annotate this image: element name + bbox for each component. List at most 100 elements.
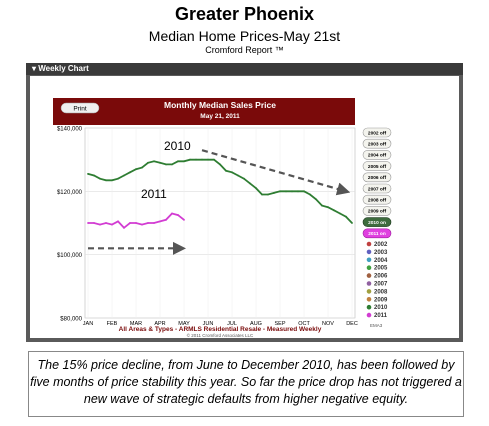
- data-point-2010: [183, 160, 185, 163]
- data-point-2010: [249, 182, 251, 185]
- y-tick-label: $100,000: [57, 253, 83, 259]
- data-point-2010: [237, 174, 239, 177]
- data-point-2010: [207, 158, 209, 161]
- data-point-2010: [201, 158, 203, 161]
- x-tick-label: JAN: [83, 321, 93, 327]
- toggle-label: 2004 off: [368, 153, 387, 159]
- toggle-2009[interactable]: 2009 off: [362, 206, 392, 216]
- data-point-2010: [177, 160, 179, 163]
- data-point-2011: [117, 220, 119, 223]
- page-title: Greater Phoenix: [174, 4, 315, 24]
- legend-label: 2009: [374, 297, 388, 303]
- toggle-2005[interactable]: 2005 off: [362, 161, 392, 171]
- legend-swatch: [366, 249, 372, 255]
- data-point-2011: [105, 222, 107, 224]
- data-point-2010: [243, 177, 245, 180]
- legend-label: 2003: [374, 250, 388, 256]
- toggle-2008[interactable]: 2008 off: [362, 194, 392, 205]
- data-point-2011: [159, 220, 161, 223]
- toggle-2010[interactable]: 2010 on: [362, 217, 392, 227]
- legend-swatch: [366, 241, 372, 247]
- data-point-2011: [111, 223, 113, 226]
- data-point-2010: [105, 179, 107, 182]
- x-tick-label: DEC: [346, 321, 358, 327]
- y-tick-label: $120,000: [57, 190, 83, 196]
- data-point-2010: [195, 158, 197, 161]
- legend-item-2003: 2003: [366, 249, 388, 256]
- data-point-2010: [303, 190, 305, 193]
- data-point-2010: [297, 190, 299, 193]
- legend-item-2002: 2002: [366, 241, 388, 248]
- data-point-2010: [285, 190, 287, 193]
- panel-header[interactable]: ▾ Weekly Chart: [26, 63, 463, 75]
- page-subtitle: Median Home Prices-May 21st: [148, 28, 341, 44]
- trend-arrow: [201, 149, 351, 196]
- toggle-2007[interactable]: 2007 off: [362, 183, 392, 194]
- data-point-2010: [135, 168, 137, 171]
- data-point-2010: [327, 206, 329, 209]
- data-point-2010: [213, 158, 215, 161]
- chart-svg: Print Monthly Median Sales Price May 21,…: [53, 98, 392, 338]
- toggle-2002[interactable]: 2002 off: [362, 127, 392, 138]
- data-point-2010: [333, 209, 335, 212]
- x-tick-label: FEB: [107, 321, 118, 327]
- data-point-2011: [93, 222, 95, 224]
- x-tick-label: JUL: [227, 321, 237, 327]
- toggle-label: 2008 off: [368, 198, 387, 204]
- data-point-2011: [171, 212, 173, 215]
- weekly-chart-panel: ▾ Weekly Chart Print Monthly Median Sale…: [26, 63, 463, 342]
- toggle-label: 2003 off: [368, 142, 387, 148]
- chart-tag: EMA3: [370, 323, 383, 328]
- data-point-2011: [165, 218, 167, 221]
- legend-item-2004: 2004: [366, 257, 388, 264]
- x-tick-label: MAY: [178, 321, 190, 327]
- toggle-2011[interactable]: 2011 on: [362, 228, 392, 239]
- data-point-2010: [93, 174, 95, 177]
- legend-label: 2004: [374, 258, 388, 264]
- y-tick-label: $80,000: [60, 317, 82, 323]
- data-point-2010: [111, 179, 113, 182]
- toggle-label: 2011 on: [368, 231, 386, 237]
- legend-item-2009: 2009: [366, 297, 388, 303]
- data-point-2010: [339, 212, 341, 215]
- toggle-2004[interactable]: 2004 off: [362, 150, 392, 160]
- legend-item-2011: 2011: [366, 312, 388, 319]
- chart-title: Monthly Median Sales Price: [164, 100, 276, 110]
- data-point-2011: [135, 222, 137, 224]
- data-point-2010: [189, 158, 191, 161]
- data-point-2010: [141, 166, 143, 169]
- chart-header-band: [53, 98, 355, 125]
- toggle-label: 2007 off: [368, 186, 387, 192]
- chart-footer: All Areas & Types - ARMLS Residential Re…: [119, 326, 322, 333]
- legend-label: 2007: [374, 282, 388, 288]
- y-tick-label: $140,000: [57, 127, 83, 133]
- data-point-2011: [99, 223, 101, 226]
- data-point-2011: [87, 222, 89, 224]
- legend-swatch: [366, 297, 372, 302]
- data-point-2011: [147, 222, 149, 224]
- data-point-2010: [273, 192, 275, 194]
- data-point-2010: [309, 193, 311, 196]
- chart-subtitle: May 21, 2011: [200, 113, 240, 120]
- data-point-2010: [351, 222, 353, 224]
- print-button[interactable]: Print: [60, 102, 100, 114]
- data-point-2010: [315, 198, 317, 201]
- data-point-2010: [291, 190, 293, 193]
- data-point-2010: [225, 169, 227, 172]
- toggle-2006[interactable]: 2006 off: [362, 172, 392, 183]
- data-point-2011: [153, 222, 155, 224]
- legend-item-2008: 2008: [366, 289, 388, 295]
- data-point-2010: [147, 161, 149, 164]
- source-label: Cromford Report ™: [205, 45, 284, 55]
- data-point-2011: [183, 218, 185, 221]
- toggle-2003[interactable]: 2003 off: [362, 138, 392, 149]
- toggle-label: 2005 off: [368, 164, 387, 170]
- legend-swatch: [366, 273, 372, 278]
- legend-swatch: [366, 281, 372, 286]
- year-toggles: 2002 off 2003 off 2004 off 2005 off 2006 off…: [362, 127, 392, 239]
- data-point-2010: [153, 160, 155, 163]
- data-point-2010: [261, 193, 263, 196]
- chart-caption: The 15% price decline, from June to Dece…: [28, 351, 464, 417]
- data-point-2010: [219, 163, 221, 166]
- data-point-2010: [87, 173, 89, 175]
